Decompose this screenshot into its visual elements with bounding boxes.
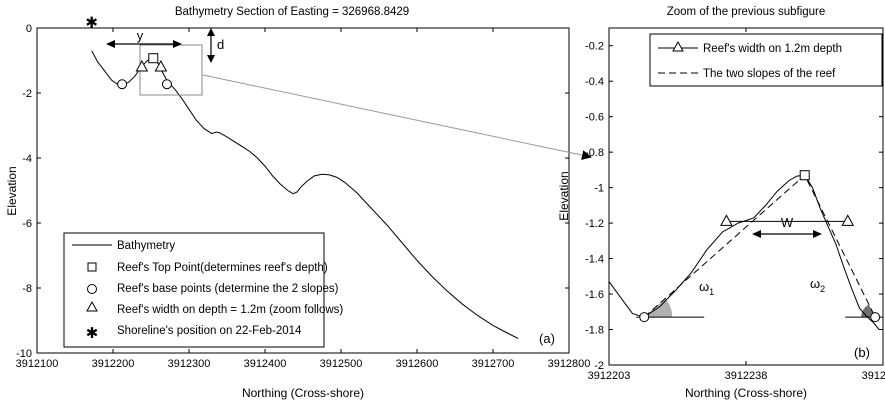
y-arrow-left-head bbox=[106, 40, 115, 48]
panel-a-x-ticks: 3912100 3912200 3912300 3912400 3912500 39126… bbox=[16, 28, 591, 370]
x-tick-label: 3912238 bbox=[725, 370, 768, 382]
reef-width-marker bbox=[135, 59, 149, 72]
panel-b-title: Zoom of the previous subfigure bbox=[667, 6, 826, 18]
panel-a-markers: ✱ bbox=[85, 15, 172, 90]
legend-width-label: Reef's width on depth = 1.2m (zoom follo… bbox=[117, 304, 343, 316]
panel-b-legend: Reef's width on 1.2m depth The two slope… bbox=[649, 33, 883, 87]
bathymetry-line bbox=[91, 50, 519, 339]
y-tick-label: -0.4 bbox=[585, 76, 604, 88]
x-tick-label: 3912300 bbox=[168, 358, 211, 370]
legend-profile-label: Reef's width on 1.2m depth bbox=[703, 43, 842, 55]
x-tick-label: 3912400 bbox=[244, 358, 287, 370]
d-arrow-top-head bbox=[207, 28, 215, 36]
y-arrow-right-head bbox=[173, 40, 182, 48]
reef-slopes-dashed-line bbox=[643, 174, 876, 318]
legend-top-point-label: Reef's Top Point(determines reef's depth… bbox=[117, 262, 328, 274]
y-tick-label: -0.6 bbox=[585, 112, 604, 124]
y-tick-label: -6 bbox=[22, 218, 32, 230]
panel-b-label: (b) bbox=[854, 345, 870, 360]
reef-top-point-marker bbox=[148, 53, 159, 64]
panel-b-x-axis-label: Northing (Cross-shore) bbox=[685, 386, 807, 400]
panel-b: Zoom of the previous subfigure 3912203 39… bbox=[557, 6, 885, 400]
legend-profile-symbol-triangle bbox=[672, 40, 684, 52]
reef-width-marker bbox=[720, 214, 733, 226]
panel-b-y-ticks: -0.2 -0.4 -0.6 -0.8 -1 -1.2 -1.4 -1.6 -1.8 -2 bbox=[585, 41, 883, 372]
y-tick-label: -1.8 bbox=[585, 325, 604, 337]
w-arrow-right-head bbox=[813, 230, 822, 238]
x-tick-label: 3912700 bbox=[472, 358, 515, 370]
x-tick-label: 3912500 bbox=[320, 358, 363, 370]
y-tick-label: -1.6 bbox=[585, 289, 604, 301]
w-dimension-label: W bbox=[781, 215, 794, 230]
x-tick-label: 3912273 bbox=[862, 370, 885, 382]
x-tick-label: 3912100 bbox=[16, 358, 59, 370]
y-tick-label: -0.8 bbox=[585, 147, 604, 159]
y-tick-label: -1.2 bbox=[585, 218, 604, 230]
reef-profile-line bbox=[608, 174, 880, 330]
reef-top-point-marker bbox=[799, 170, 810, 181]
y-tick-label: -10 bbox=[16, 348, 32, 360]
legend-triangle-symbol bbox=[86, 300, 98, 312]
panel-a-y-ticks: 0 -2 -4 -6 -8 -10 bbox=[16, 23, 569, 360]
reef-base-point-marker bbox=[161, 79, 172, 90]
panel-a: Bathymetry Section of Easting = 326968.8… bbox=[5, 6, 592, 400]
legend-bathymetry-label: Bathymetry bbox=[117, 240, 175, 252]
zoom-connector-arrow bbox=[202, 74, 592, 161]
shoreline-marker: ✱ bbox=[85, 15, 98, 32]
d-arrow-bottom-head bbox=[207, 55, 215, 63]
x-tick-label: 3912200 bbox=[92, 358, 135, 370]
legend-square-symbol bbox=[87, 262, 97, 272]
panel-a-frame bbox=[36, 27, 570, 354]
panel-a-title: Bathymetry Section of Easting = 326968.8… bbox=[175, 6, 409, 18]
panel-a-label: (a) bbox=[539, 331, 555, 346]
legend-slopes-label: The two slopes of the reef bbox=[703, 68, 836, 80]
x-tick-label: 3912800 bbox=[548, 358, 591, 370]
legend-base-points-label: Reef's base points (determine the 2 slop… bbox=[117, 283, 339, 295]
y-tick-label: -2 bbox=[22, 88, 32, 100]
y-dimension-label: y bbox=[137, 28, 144, 43]
panel-b-x-ticks: 3912203 3912238 3912273 bbox=[588, 28, 885, 382]
panel-b-y-axis-label: Elevation bbox=[557, 171, 571, 220]
d-dimension-label: d bbox=[217, 37, 224, 52]
y-tick-label: -2 bbox=[594, 360, 604, 372]
panel-a-x-axis-label: Northing (Cross-shore) bbox=[242, 386, 364, 400]
y-tick-label: -1 bbox=[594, 183, 604, 195]
legend-asterisk-symbol: ✱ bbox=[86, 325, 99, 342]
reef-width-marker bbox=[154, 59, 168, 72]
x-tick-label: 3912600 bbox=[396, 358, 439, 370]
angle-2-label: ω2 bbox=[810, 276, 825, 294]
panel-a-legend-box bbox=[63, 232, 325, 348]
y-tick-label: -1.4 bbox=[585, 254, 604, 266]
y-tick-label: -0.2 bbox=[585, 41, 604, 53]
panel-a-y-axis-label: Elevation bbox=[5, 166, 19, 215]
y-tick-label: -4 bbox=[22, 153, 32, 165]
panel-b-legend-box bbox=[649, 33, 883, 87]
y-tick-label: -8 bbox=[22, 283, 32, 295]
zoom-box bbox=[139, 44, 203, 96]
legend-shoreline-label: Shoreline's position on 22-Feb-2014 bbox=[117, 325, 302, 337]
reef-width-marker bbox=[841, 214, 855, 226]
reef-base-point-marker bbox=[870, 312, 881, 323]
y-tick-label: 0 bbox=[26, 23, 32, 35]
angle-1-label: ω1 bbox=[699, 279, 714, 297]
reef-base-point-marker bbox=[117, 79, 128, 90]
legend-circle-symbol bbox=[87, 284, 97, 294]
panel-a-legend: ✱ Bathymetry Reef's Top Point(determines… bbox=[63, 232, 343, 348]
x-tick-label: 3912203 bbox=[588, 370, 631, 382]
panel-b-markers bbox=[639, 170, 881, 323]
reef-base-point-marker bbox=[639, 312, 650, 323]
w-arrow-left-head bbox=[752, 230, 761, 238]
